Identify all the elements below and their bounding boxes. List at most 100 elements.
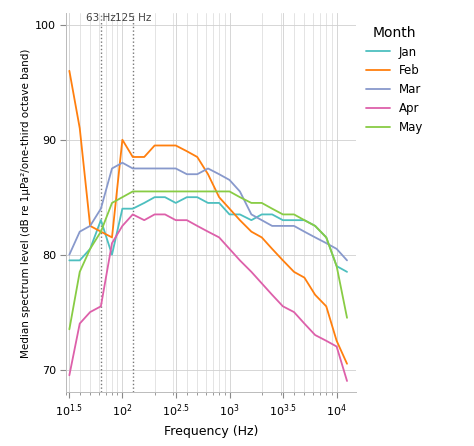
May <box>227 189 232 194</box>
Feb <box>109 235 115 240</box>
May <box>173 189 179 194</box>
Jan <box>87 246 93 252</box>
Legend: Jan, Feb, Mar, Apr, May: Jan, Feb, Mar, Apr, May <box>361 21 428 139</box>
Apr <box>259 281 264 286</box>
Apr <box>119 223 125 229</box>
Mar <box>269 223 275 229</box>
Mar <box>87 223 93 229</box>
Jan <box>162 194 168 200</box>
Mar <box>109 166 115 171</box>
Jan <box>269 212 275 217</box>
Mar <box>216 172 222 177</box>
May <box>66 326 72 332</box>
Apr <box>227 246 232 252</box>
Apr <box>291 310 297 315</box>
Apr <box>205 229 211 234</box>
May <box>184 189 190 194</box>
May <box>344 315 350 321</box>
Jan <box>216 200 222 206</box>
May <box>237 194 243 200</box>
May <box>87 246 93 252</box>
May <box>216 189 222 194</box>
Mar <box>344 258 350 263</box>
May <box>312 223 318 229</box>
Mar <box>291 223 297 229</box>
May <box>162 189 168 194</box>
Jan <box>237 212 243 217</box>
Line: May: May <box>69 191 347 329</box>
Mar <box>205 166 211 171</box>
Feb <box>162 143 168 148</box>
Mar <box>280 223 286 229</box>
Apr <box>248 269 254 275</box>
May <box>98 229 104 234</box>
Jan <box>119 206 125 211</box>
Feb <box>173 143 179 148</box>
Mar <box>237 189 243 194</box>
Apr <box>280 304 286 309</box>
Jan <box>205 200 211 206</box>
Feb <box>334 338 339 343</box>
Feb <box>98 229 104 234</box>
Jan <box>109 252 115 257</box>
May <box>119 194 125 200</box>
Feb <box>259 235 264 240</box>
Jan <box>334 264 339 269</box>
Jan <box>77 258 82 263</box>
Jan <box>173 200 179 206</box>
Mar <box>227 177 232 182</box>
Text: 125 Hz: 125 Hz <box>115 12 151 23</box>
Apr <box>194 223 200 229</box>
Jan <box>98 218 104 223</box>
Feb <box>216 194 222 200</box>
Feb <box>119 137 125 142</box>
Apr <box>323 338 329 343</box>
Apr <box>216 235 222 240</box>
Feb <box>77 126 82 131</box>
May <box>280 212 286 217</box>
May <box>291 212 297 217</box>
Jan <box>194 194 200 200</box>
May <box>205 189 211 194</box>
Apr <box>98 304 104 309</box>
Jan <box>344 269 350 275</box>
May <box>77 269 82 275</box>
May <box>141 189 147 194</box>
Jan <box>248 218 254 223</box>
Y-axis label: Median spectrum level (dB re 1μPa²/one-third octave band): Median spectrum level (dB re 1μPa²/one-t… <box>21 48 31 358</box>
Jan <box>66 258 72 263</box>
Feb <box>227 206 232 211</box>
Apr <box>344 378 350 384</box>
Jan <box>259 212 264 217</box>
Feb <box>269 246 275 252</box>
Mar <box>248 212 254 217</box>
Mar <box>162 166 168 171</box>
May <box>152 189 157 194</box>
Apr <box>77 321 82 326</box>
Mar <box>194 172 200 177</box>
Feb <box>291 269 297 275</box>
May <box>301 218 307 223</box>
Mar <box>77 229 82 234</box>
Apr <box>301 321 307 326</box>
Apr <box>162 212 168 217</box>
Feb <box>280 258 286 263</box>
Feb <box>344 361 350 367</box>
May <box>194 189 200 194</box>
Apr <box>184 218 190 223</box>
Apr <box>87 310 93 315</box>
Apr <box>66 372 72 378</box>
Apr <box>109 240 115 246</box>
Feb <box>184 149 190 154</box>
Jan <box>227 212 232 217</box>
Mar <box>301 229 307 234</box>
Feb <box>323 304 329 309</box>
Jan <box>280 218 286 223</box>
Mar <box>334 246 339 252</box>
Mar <box>66 252 72 257</box>
Line: Feb: Feb <box>69 71 347 364</box>
Jan <box>312 223 318 229</box>
May <box>130 189 136 194</box>
May <box>259 200 264 206</box>
Text: 63 Hz: 63 Hz <box>86 12 116 23</box>
